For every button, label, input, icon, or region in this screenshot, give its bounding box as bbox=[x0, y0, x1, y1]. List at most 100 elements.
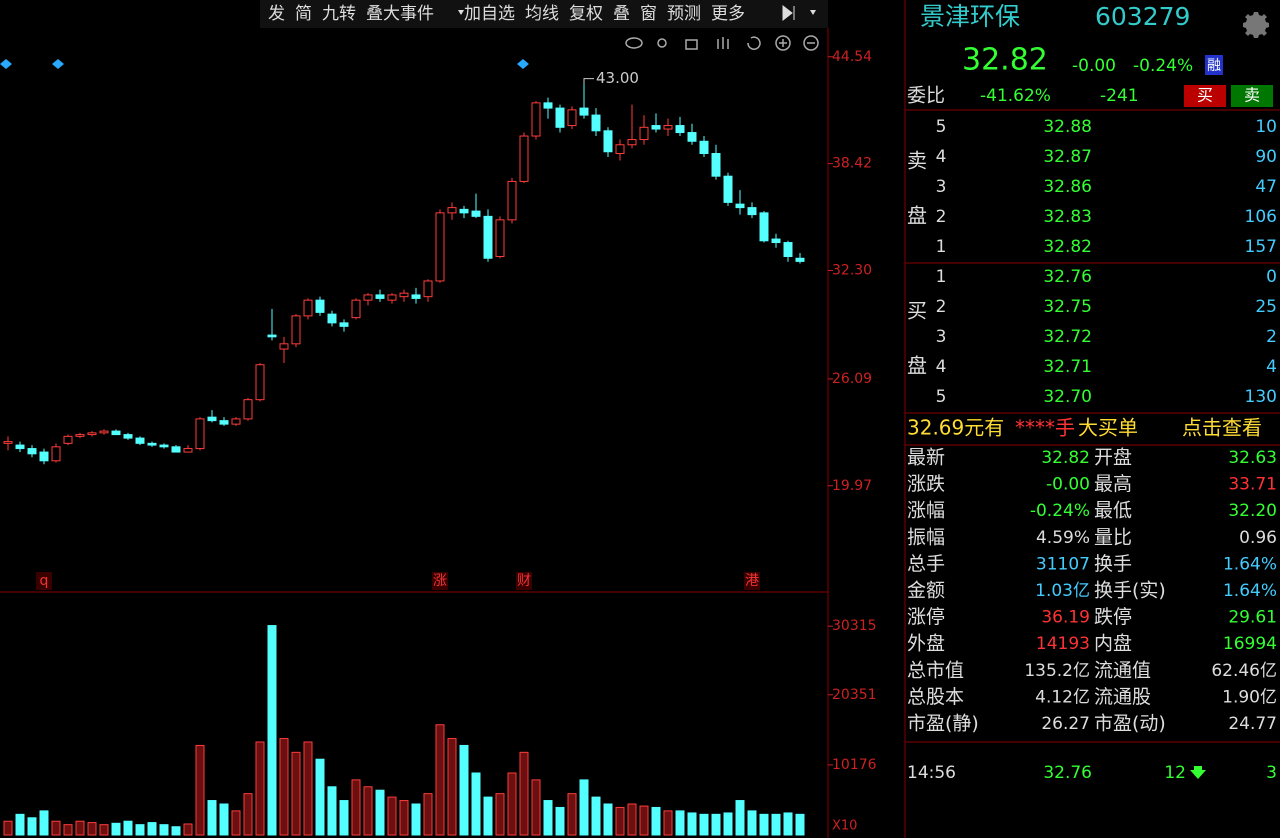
event-label[interactable]: 港 bbox=[745, 573, 759, 589]
candle-body bbox=[615, 144, 625, 154]
toolbar-item[interactable]: 均线 bbox=[525, 4, 559, 24]
settings-icon[interactable] bbox=[1243, 12, 1269, 38]
y-tick-label: 19.97 bbox=[832, 478, 872, 494]
banner-text[interactable]: 32.69元有 bbox=[907, 416, 1004, 440]
candle-body bbox=[447, 207, 457, 214]
stat-value: 1.90亿 bbox=[1222, 687, 1277, 707]
toolbar-item[interactable]: 叠 bbox=[613, 4, 630, 24]
toolbar-item[interactable]: 窗 bbox=[640, 4, 657, 24]
candle-body bbox=[3, 441, 13, 444]
candle-body bbox=[219, 420, 229, 425]
volume-bar bbox=[411, 803, 421, 836]
candle-body bbox=[759, 212, 769, 242]
event-label[interactable]: q bbox=[40, 573, 49, 589]
candle-body bbox=[543, 102, 553, 109]
candle-body bbox=[555, 107, 565, 128]
volume-bar bbox=[591, 796, 601, 836]
vol-tick-label: 20351 bbox=[832, 687, 877, 703]
banner-text[interactable]: 点击查看 bbox=[1182, 416, 1262, 440]
level-price: 32.87 bbox=[1043, 147, 1092, 167]
ratio-label: 委比 bbox=[907, 85, 945, 107]
stat-label: 涨停 bbox=[907, 606, 945, 628]
candle-body bbox=[627, 139, 637, 146]
volume-bar bbox=[171, 826, 181, 836]
event-marker[interactable] bbox=[744, 572, 760, 590]
collapse-icon[interactable] bbox=[782, 4, 795, 22]
candle-body bbox=[183, 448, 193, 453]
volume-bar bbox=[423, 793, 433, 836]
stock-code: 603279 bbox=[1095, 2, 1190, 31]
candle-body bbox=[159, 444, 169, 448]
event-label[interactable]: 涨 bbox=[433, 573, 447, 589]
sell-button-label[interactable]: 卖 bbox=[1244, 86, 1260, 105]
stat-value: 24.77 bbox=[1228, 714, 1277, 734]
candle-body bbox=[279, 343, 289, 350]
volume-bar bbox=[471, 772, 481, 836]
volume-bar bbox=[267, 625, 277, 836]
side-label: 盘 bbox=[907, 204, 927, 228]
toolbar-item[interactable]: 预测 bbox=[667, 4, 701, 24]
toolbar-item[interactable]: 加自选 bbox=[464, 4, 515, 24]
stat-label: 量比 bbox=[1094, 526, 1132, 548]
y-tick-label: 38.42 bbox=[832, 156, 872, 172]
buy-button[interactable] bbox=[1184, 85, 1226, 107]
candle-body bbox=[651, 125, 661, 130]
content: 发简九转 叠大事件 加自选 均线 复权叠窗预测 更多 44.54 38.42 32.30 26.0… bbox=[3, 2, 1277, 836]
candle-body bbox=[435, 212, 445, 282]
tick-count: 3 bbox=[1266, 763, 1277, 783]
stat-value: 33.71 bbox=[1228, 475, 1277, 495]
toolbar-item[interactable]: 发 bbox=[268, 4, 285, 24]
volume-bar bbox=[771, 813, 781, 836]
toolbar-item[interactable]: 复权 bbox=[569, 4, 603, 24]
event-marker[interactable] bbox=[432, 572, 448, 590]
stat-value: 0.96 bbox=[1239, 528, 1277, 548]
stat-label: 最新 bbox=[907, 447, 945, 469]
banner-text[interactable]: ****手 bbox=[1015, 416, 1075, 440]
level-price: 32.72 bbox=[1043, 327, 1092, 347]
side-label: 买 bbox=[907, 299, 927, 323]
candle-body bbox=[351, 299, 361, 319]
volume-bar bbox=[3, 820, 13, 836]
candle-body bbox=[579, 107, 589, 116]
toolbar-item[interactable]: 九转 bbox=[322, 4, 356, 24]
stat-value: 4.59% bbox=[1036, 528, 1090, 548]
level-price: 32.71 bbox=[1043, 357, 1092, 377]
level-price: 32.86 bbox=[1043, 177, 1092, 197]
level: 1 bbox=[936, 237, 947, 257]
level: 4 bbox=[936, 357, 947, 377]
banner-text[interactable]: 大买单 bbox=[1078, 416, 1138, 440]
vol-tick-label: 30315 bbox=[832, 618, 877, 634]
peak-pointer bbox=[583, 78, 594, 84]
event-label[interactable]: 财 bbox=[517, 573, 531, 589]
stat-value: 4.12亿 bbox=[1035, 687, 1090, 707]
event-marker[interactable] bbox=[36, 572, 52, 590]
event-marker[interactable] bbox=[516, 572, 532, 590]
level-volume: 10 bbox=[1255, 117, 1277, 137]
stat-label: 总市值 bbox=[907, 659, 964, 681]
candle-body bbox=[423, 280, 433, 298]
volume-bar bbox=[351, 779, 361, 836]
sell-button[interactable] bbox=[1231, 85, 1273, 107]
level-volume: 47 bbox=[1255, 177, 1277, 197]
volume-bar bbox=[111, 822, 121, 836]
candle-body bbox=[195, 418, 205, 450]
y-tick-label: 44.54 bbox=[832, 49, 872, 65]
toolbar-item[interactable]: 简 bbox=[295, 4, 312, 24]
volume-bar bbox=[435, 724, 445, 836]
level: 5 bbox=[936, 117, 947, 137]
volume-bar bbox=[339, 800, 349, 836]
buy-button-label[interactable]: 买 bbox=[1197, 86, 1213, 105]
candle-body bbox=[519, 135, 529, 182]
stat-value: 16994 bbox=[1223, 634, 1277, 654]
candle-body bbox=[675, 125, 685, 134]
level: 2 bbox=[936, 207, 947, 227]
toolbar-item[interactable]: 叠大事件 bbox=[366, 4, 434, 24]
candle-body bbox=[495, 219, 505, 258]
chart-tools[interactable] bbox=[625, 35, 819, 51]
stat-value: 1.03亿 bbox=[1035, 581, 1090, 601]
vol-unit: X10 bbox=[832, 819, 857, 834]
toolbar-item[interactable]: 更多 bbox=[711, 4, 745, 24]
level-volume: 157 bbox=[1245, 237, 1277, 257]
volume-bar bbox=[639, 805, 649, 836]
candle-body bbox=[123, 434, 133, 439]
